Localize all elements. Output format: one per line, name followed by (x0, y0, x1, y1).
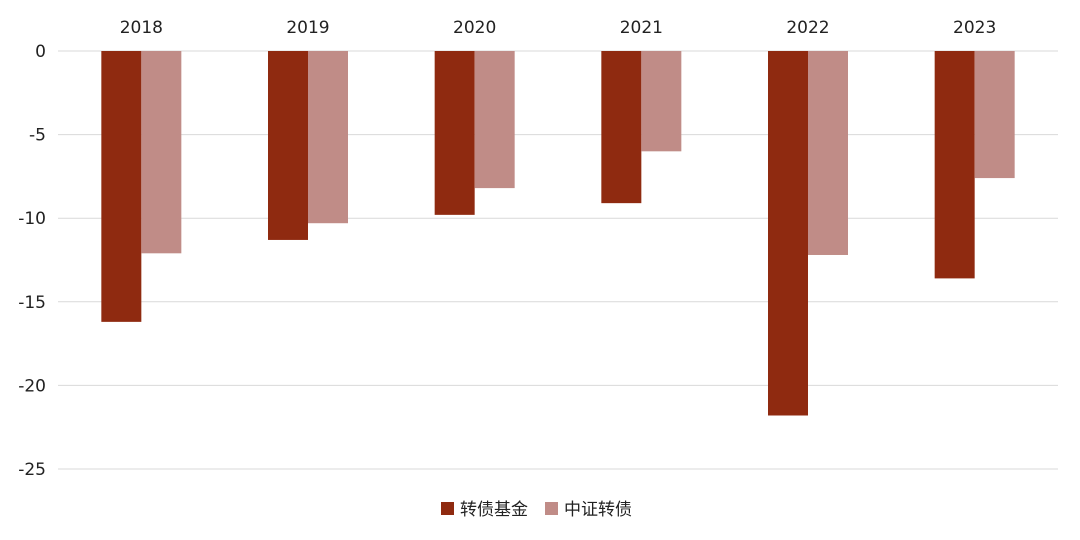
y-tick-label: -25 (18, 460, 46, 480)
legend-swatch (441, 502, 454, 515)
legend-item: 转债基金 (441, 500, 528, 520)
bar-series-1 (268, 51, 308, 240)
y-tick-label: -10 (18, 209, 46, 229)
x-axis-categories: 2018 2019 2020 2021 2022 2023 (120, 18, 997, 38)
category-label: 2022 (786, 18, 829, 38)
category-label: 2018 (120, 18, 163, 38)
bar-series-1 (434, 51, 475, 215)
legend-label: 中证转债 (564, 500, 632, 520)
legend-label: 转债基金 (460, 500, 528, 520)
category-label: 2019 (286, 18, 329, 38)
category-label: 2021 (620, 18, 663, 38)
bar-series-1 (101, 51, 142, 322)
legend: 转债基金 中证转债 (441, 500, 632, 520)
bar-series-1 (934, 51, 975, 279)
bar-series-1 (768, 51, 808, 416)
bar-series-2 (308, 51, 348, 224)
y-tick-label: -20 (18, 376, 46, 396)
y-tick-label: -5 (29, 126, 46, 146)
bar-series-2 (641, 51, 682, 152)
bar-series-1 (601, 51, 642, 204)
legend-swatch (545, 502, 558, 515)
y-axis-ticks: 0 -5 -10 -15 -20 -25 (18, 42, 46, 480)
bar-series-2 (141, 51, 182, 254)
bar-series-2 (474, 51, 515, 189)
bar-series-2 (974, 51, 1015, 179)
bar-series-2 (808, 51, 848, 255)
category-label: 2020 (453, 18, 496, 38)
gridlines (58, 50, 1058, 470)
bars (101, 51, 1015, 416)
y-tick-label: 0 (35, 42, 46, 62)
y-tick-label: -15 (18, 293, 46, 313)
category-label: 2023 (953, 18, 996, 38)
legend-item: 中证转债 (545, 500, 632, 520)
